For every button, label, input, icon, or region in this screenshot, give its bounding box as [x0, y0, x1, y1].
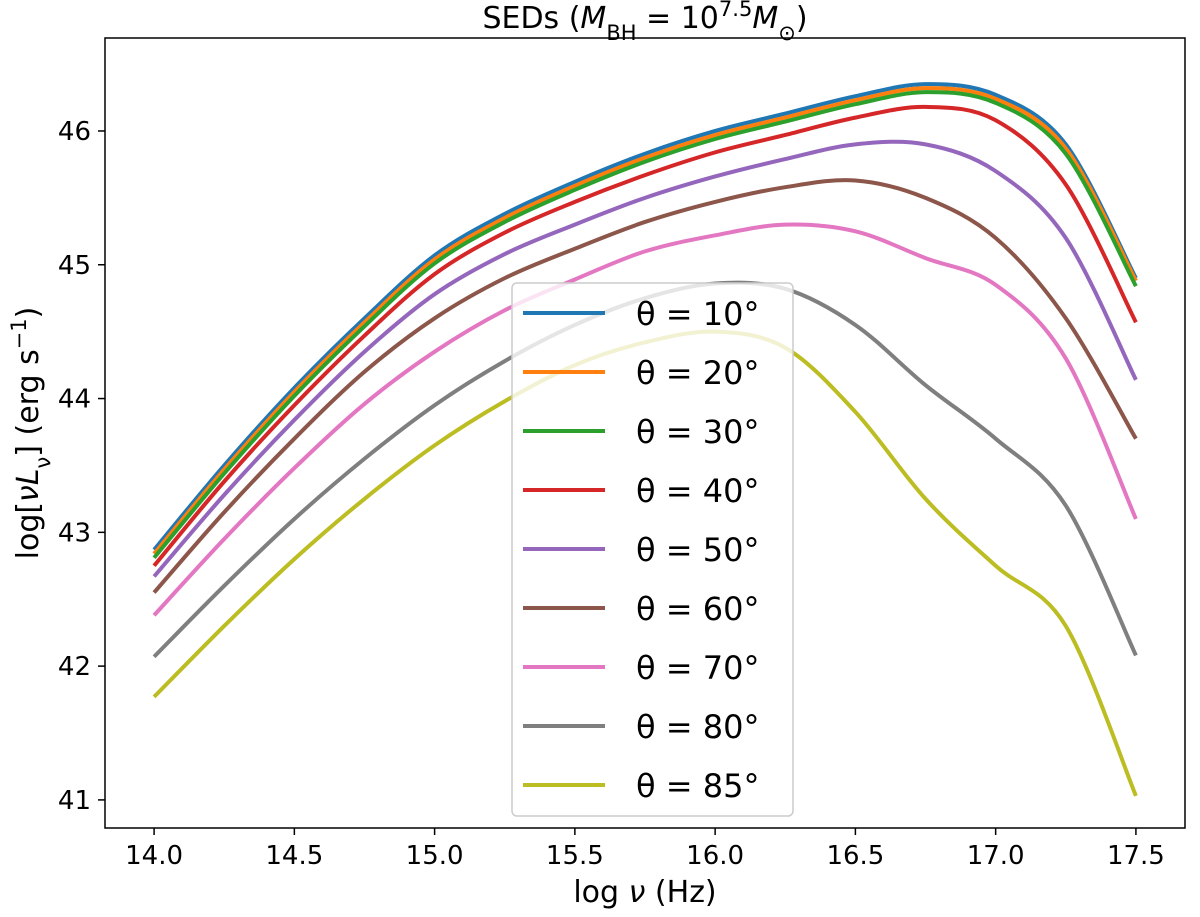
legend-label: θ = 10°: [636, 295, 759, 333]
series-line: [152, 104, 1138, 568]
x-tick-label: 15.0: [406, 841, 464, 871]
x-tick-label: 14.0: [125, 841, 183, 871]
chart-title-part: 7.5: [719, 0, 752, 21]
y-axis-label-part: L: [11, 468, 46, 485]
legend-box: [511, 282, 794, 817]
y-axis-label-part: ): [11, 307, 46, 319]
series-line: [152, 82, 1138, 552]
chart-title-part: SEDs (: [482, 1, 580, 36]
y-tick-label: 42: [58, 652, 91, 682]
y-axis-label-part: −1: [7, 318, 31, 349]
chart-title-part: = 10: [637, 1, 719, 36]
legend-label: θ = 80°: [636, 708, 759, 746]
legend-label: θ = 30°: [636, 413, 759, 451]
y-tick-label: 46: [58, 117, 91, 147]
chart-title-part: ⊙: [778, 21, 796, 45]
legend-label: θ = 40°: [636, 472, 759, 510]
y-tick-label: 43: [58, 518, 91, 548]
x-tick-label: 17.0: [967, 841, 1025, 871]
y-axis-label-part: ν: [11, 485, 46, 502]
legend-label: θ = 85°: [636, 767, 759, 805]
x-axis-label: log ν (Hz): [573, 875, 716, 910]
y-axis-label-part: ] (erg s: [11, 349, 46, 456]
chart-title-part: BH: [606, 21, 636, 45]
plot-frame: [104, 37, 1186, 829]
y-tick-label: 44: [58, 385, 91, 415]
legend-label: θ = 20°: [636, 354, 759, 392]
series-line: [152, 86, 1138, 556]
series-line: [152, 90, 1138, 560]
series-line: [152, 178, 1138, 594]
chart-title-part: M: [580, 1, 606, 36]
x-tick-label: 14.5: [265, 841, 323, 871]
legend-label: θ = 70°: [636, 649, 759, 687]
y-tick-label: 41: [58, 786, 91, 816]
x-tick-label: 15.5: [546, 841, 604, 871]
x-tick-label: 17.5: [1107, 841, 1165, 871]
x-axis-label-part: (Hz): [645, 875, 716, 910]
y-axis-label-part: ν: [31, 457, 55, 469]
x-axis-label-part: ν: [629, 875, 646, 910]
legend-label: θ = 60°: [636, 590, 759, 628]
series-line: [152, 222, 1138, 617]
x-tick-label: 16.5: [826, 841, 884, 871]
chart-title-part: ): [796, 1, 808, 36]
y-axis-label: log[νLν] (erg s−1): [7, 307, 55, 560]
series-line: [152, 139, 1138, 578]
y-tick-label: 45: [58, 251, 91, 281]
legend-label: θ = 50°: [636, 531, 759, 569]
chart-title: SEDs (MBH = 107.5M⊙): [482, 0, 807, 45]
y-axis-label-part: log[: [11, 502, 46, 559]
x-tick-label: 16.0: [686, 841, 744, 871]
chart-title-part: M: [752, 1, 778, 36]
x-axis-label-part: log: [573, 875, 628, 910]
